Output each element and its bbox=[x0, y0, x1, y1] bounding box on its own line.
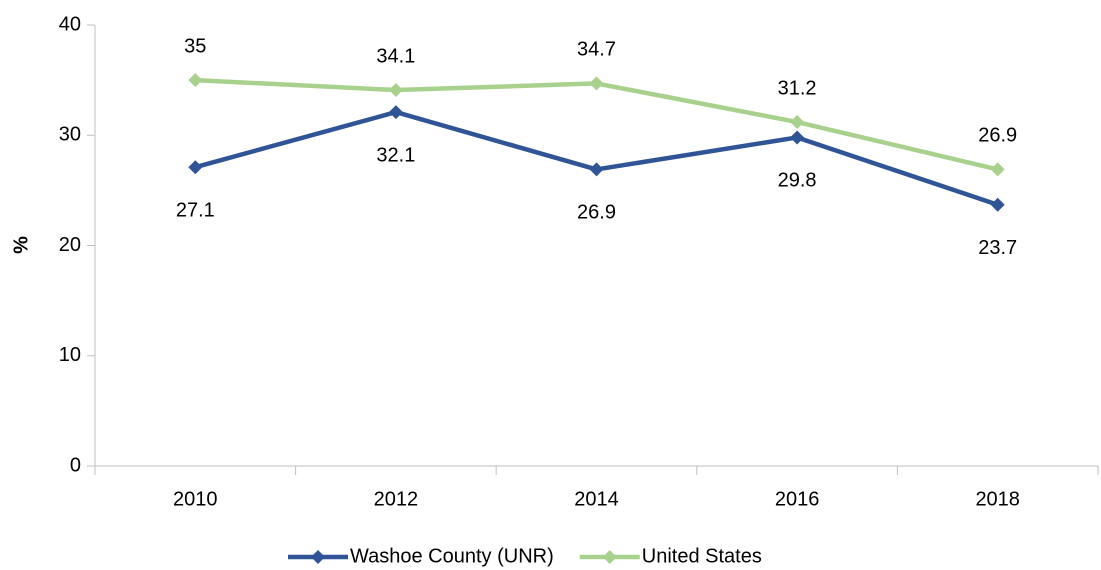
legend-marker bbox=[602, 550, 617, 564]
data-label: 34.7 bbox=[577, 39, 616, 61]
data-label: 32.1 bbox=[376, 144, 415, 166]
y-tick-label: 10 bbox=[59, 344, 81, 366]
legend-marker bbox=[311, 550, 325, 564]
x-tick-label: 2016 bbox=[775, 488, 820, 510]
marker bbox=[589, 162, 604, 177]
marker bbox=[990, 197, 1005, 212]
marker bbox=[589, 76, 604, 91]
data-label: 27.1 bbox=[176, 200, 215, 222]
data-label: 26.9 bbox=[978, 125, 1017, 147]
marker bbox=[188, 73, 203, 88]
data-label: 29.8 bbox=[778, 170, 817, 192]
x-tick-label: 2012 bbox=[374, 488, 419, 510]
y-tick-label: 40 bbox=[59, 13, 81, 35]
marker bbox=[188, 160, 203, 175]
marker bbox=[388, 83, 403, 98]
legend-label: United States bbox=[642, 545, 762, 567]
y-tick-label: 30 bbox=[59, 124, 81, 146]
x-tick-label: 2018 bbox=[975, 488, 1020, 510]
data-label: 35 bbox=[184, 35, 206, 57]
data-label: 34.1 bbox=[376, 45, 415, 67]
data-label: 26.9 bbox=[577, 202, 616, 224]
marker bbox=[388, 105, 403, 120]
x-tick-label: 2010 bbox=[173, 488, 218, 510]
y-tick-label: 20 bbox=[59, 234, 81, 256]
series-line bbox=[195, 77, 999, 172]
data-label: 31.2 bbox=[778, 77, 817, 99]
legend-label: Washoe County (UNR) bbox=[350, 545, 554, 567]
data-label: 23.7 bbox=[978, 237, 1017, 259]
y-axis-label: % bbox=[10, 236, 32, 254]
marker bbox=[790, 130, 805, 145]
y-tick-label: 0 bbox=[70, 454, 81, 476]
series-line bbox=[194, 109, 999, 207]
marker bbox=[790, 115, 805, 130]
x-tick-label: 2014 bbox=[574, 488, 619, 510]
marker bbox=[990, 162, 1005, 177]
